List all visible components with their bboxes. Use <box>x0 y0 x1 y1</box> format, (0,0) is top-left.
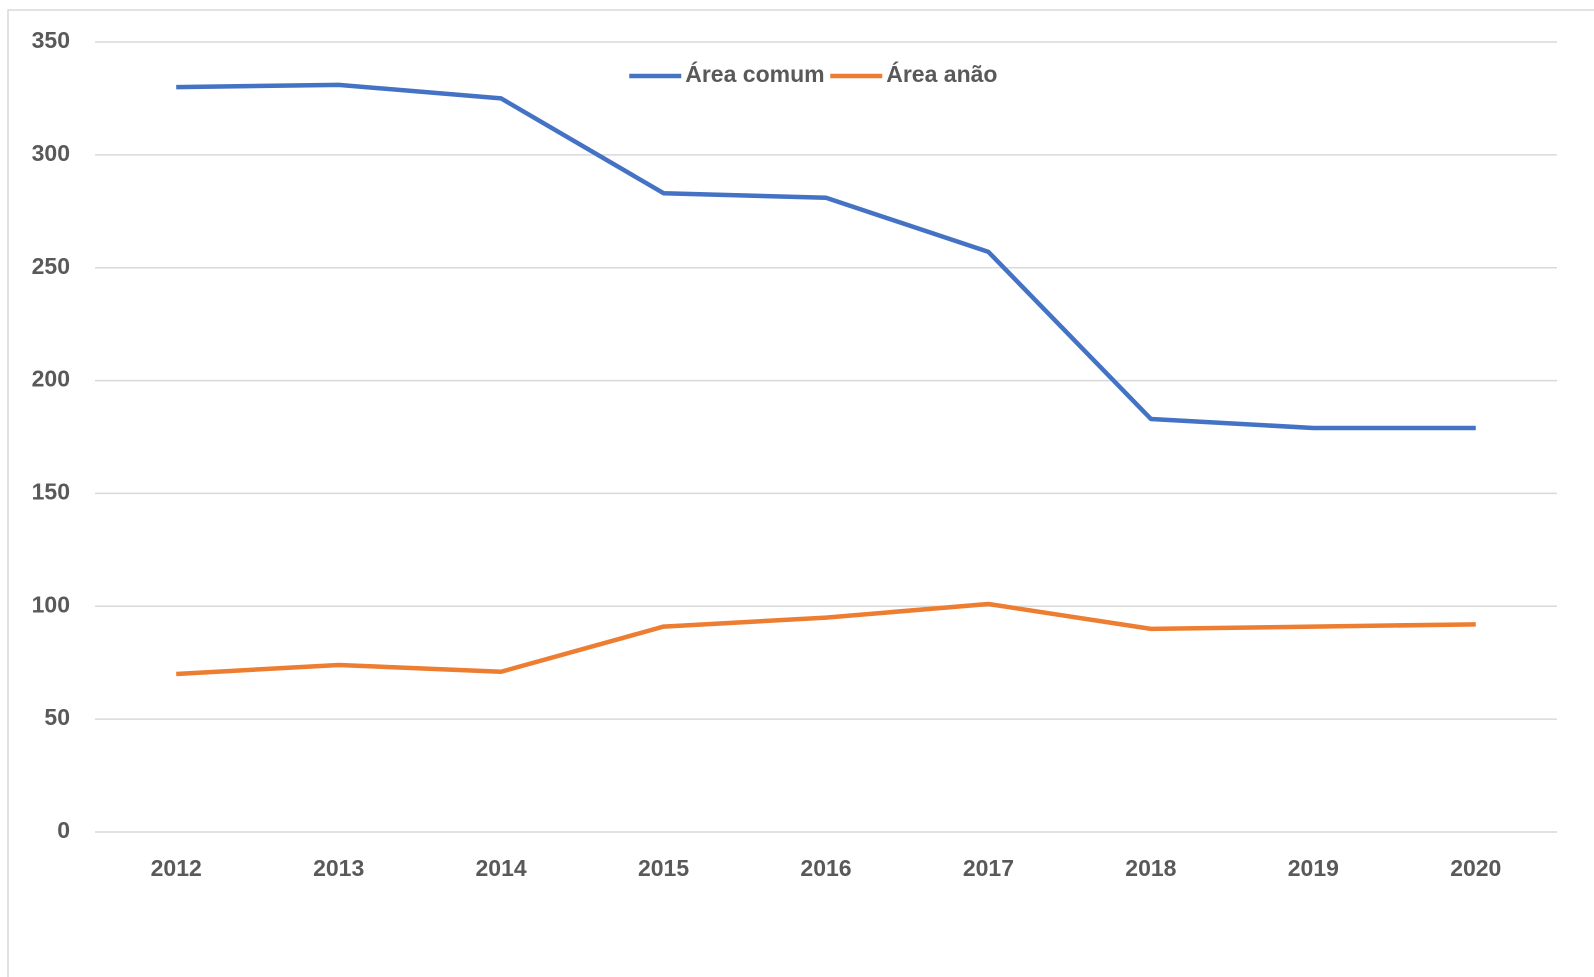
y-tick-label: 300 <box>32 140 70 166</box>
y-tick-label: 350 <box>32 27 70 53</box>
x-tick-label: 2019 <box>1288 855 1339 881</box>
line-series <box>176 601 1476 677</box>
x-tick-label: 2017 <box>963 855 1014 881</box>
y-tick-label: 200 <box>32 366 70 392</box>
chart-border <box>7 9 1594 977</box>
legend-label: Área comum <box>685 60 824 87</box>
y-tick-label: 0 <box>57 817 70 843</box>
y-tick-label: 100 <box>32 591 70 617</box>
x-tick-label: 2015 <box>638 855 689 881</box>
y-tick-label: 150 <box>32 479 70 505</box>
x-tick-label: 2018 <box>1125 855 1176 881</box>
y-tick-label: 250 <box>32 253 70 279</box>
x-tick-label: 2013 <box>313 855 364 881</box>
line-series <box>176 82 1476 431</box>
x-tick-label: 2016 <box>800 855 851 881</box>
y-tick-label: 50 <box>44 704 70 730</box>
x-tick-label: 2014 <box>476 855 527 881</box>
x-tick-label: 2012 <box>151 855 202 881</box>
x-tick-label: 2020 <box>1450 855 1501 881</box>
legend-label: Área anão <box>886 60 997 87</box>
